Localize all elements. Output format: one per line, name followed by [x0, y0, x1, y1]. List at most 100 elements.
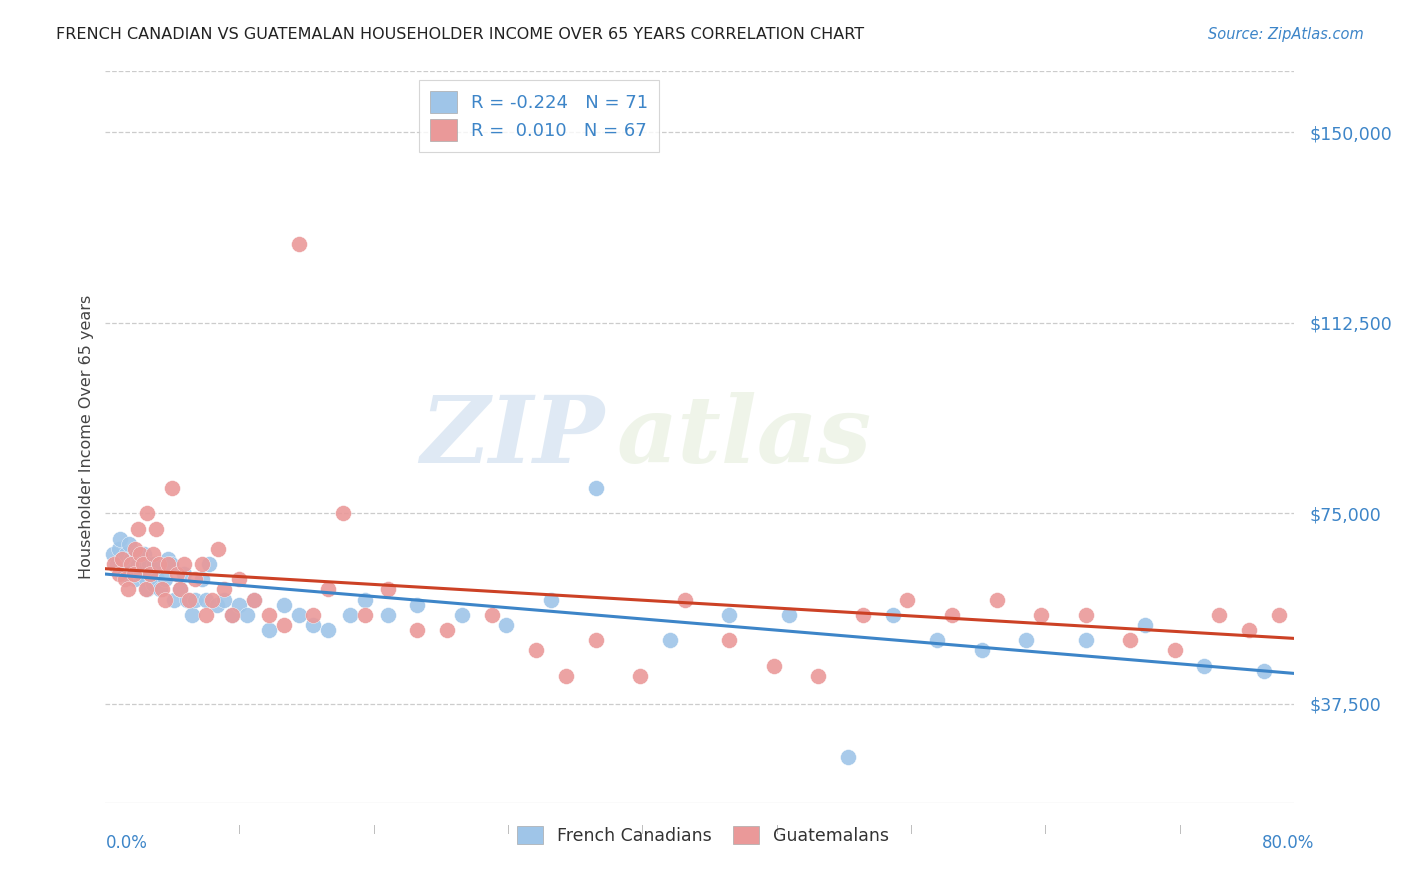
- Point: [1015, 633, 1038, 648]
- Point: [142, 577, 165, 591]
- Point: [1133, 618, 1156, 632]
- Point: [159, 557, 181, 571]
- Point: [406, 598, 429, 612]
- Text: |: |: [239, 825, 242, 834]
- Point: [1208, 607, 1230, 622]
- Point: [302, 618, 325, 632]
- Point: [114, 567, 136, 582]
- Text: |: |: [1178, 825, 1181, 834]
- Text: 80.0%: 80.0%: [1263, 834, 1315, 852]
- Point: [273, 618, 295, 632]
- Text: |: |: [508, 825, 510, 834]
- Point: [128, 562, 150, 576]
- Point: [112, 557, 135, 571]
- Point: [214, 592, 236, 607]
- Point: [221, 607, 243, 622]
- Point: [195, 592, 218, 607]
- Point: [1267, 607, 1289, 622]
- Point: [183, 572, 205, 586]
- Point: [149, 582, 172, 597]
- Point: [228, 572, 250, 586]
- Point: [302, 607, 325, 622]
- Point: [122, 567, 145, 582]
- Point: [807, 669, 830, 683]
- Legend: R = -0.224   N = 71, R =  0.010   N = 67: R = -0.224 N = 71, R = 0.010 N = 67: [419, 80, 659, 152]
- Text: Source: ZipAtlas.com: Source: ZipAtlas.com: [1208, 27, 1364, 42]
- Point: [156, 557, 179, 571]
- Point: [177, 592, 200, 607]
- Point: [150, 582, 173, 597]
- Point: [201, 592, 224, 607]
- Text: |: |: [910, 825, 912, 834]
- Point: [287, 237, 309, 252]
- Text: |: |: [373, 825, 375, 834]
- Point: [131, 557, 153, 571]
- Point: [121, 557, 143, 571]
- Point: [718, 633, 741, 648]
- Point: [406, 623, 429, 637]
- Point: [143, 557, 166, 571]
- Point: [941, 607, 963, 622]
- Point: [287, 607, 309, 622]
- Point: [148, 557, 170, 571]
- Point: [128, 547, 150, 561]
- Text: atlas: atlas: [616, 392, 872, 482]
- Point: [718, 607, 741, 622]
- Point: [139, 567, 162, 582]
- Point: [108, 567, 131, 582]
- Point: [882, 607, 904, 622]
- Point: [153, 572, 176, 586]
- Point: [205, 598, 228, 612]
- Point: [450, 607, 472, 622]
- Point: [332, 506, 354, 520]
- Point: [762, 658, 785, 673]
- Point: [115, 547, 138, 561]
- Point: [228, 598, 250, 612]
- Point: [243, 592, 266, 607]
- Point: [108, 541, 131, 556]
- Point: [1341, 592, 1364, 607]
- Text: |: |: [1045, 825, 1047, 834]
- Point: [103, 557, 125, 571]
- Point: [1194, 658, 1216, 673]
- Point: [243, 592, 266, 607]
- Point: [235, 607, 257, 622]
- Point: [153, 592, 176, 607]
- Point: [127, 521, 149, 535]
- Point: [1164, 643, 1187, 657]
- Point: [183, 592, 205, 607]
- Point: [120, 552, 142, 566]
- Point: [139, 567, 162, 582]
- Point: [554, 669, 576, 683]
- Point: [191, 557, 214, 571]
- Legend: French Canadians, Guatemalans: French Canadians, Guatemalans: [510, 820, 896, 852]
- Point: [198, 557, 221, 571]
- Point: [111, 552, 134, 566]
- Point: [495, 618, 517, 632]
- Point: [195, 607, 218, 622]
- Point: [1237, 623, 1260, 637]
- Point: [180, 607, 202, 622]
- Point: [1119, 633, 1142, 648]
- Point: [927, 633, 949, 648]
- Point: [105, 557, 128, 571]
- Text: |: |: [641, 825, 644, 834]
- Point: [135, 582, 157, 597]
- Y-axis label: Householder Income Over 65 years: Householder Income Over 65 years: [79, 295, 94, 579]
- Point: [122, 567, 145, 582]
- Point: [110, 532, 132, 546]
- Point: [131, 557, 153, 571]
- Point: [125, 547, 148, 561]
- Point: [132, 547, 155, 561]
- Text: ZIP: ZIP: [420, 392, 605, 482]
- Point: [214, 582, 236, 597]
- Point: [896, 592, 918, 607]
- Point: [162, 481, 184, 495]
- Point: [1298, 598, 1320, 612]
- Point: [169, 582, 191, 597]
- Point: [118, 537, 141, 551]
- Point: [117, 582, 139, 597]
- Point: [273, 598, 295, 612]
- Point: [354, 607, 377, 622]
- Point: [129, 567, 152, 582]
